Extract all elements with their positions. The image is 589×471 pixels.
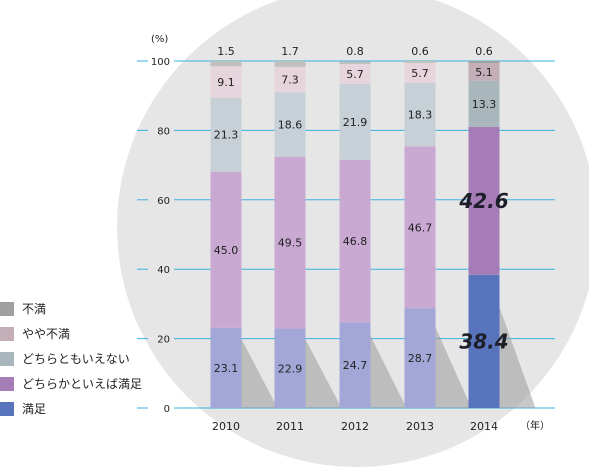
y-tick-label: 20 — [157, 335, 170, 346]
data-label: 23.1 — [214, 362, 239, 375]
bar-segment — [404, 146, 436, 309]
bar-segment — [274, 61, 306, 67]
data-label: 46.7 — [408, 221, 433, 234]
bar-segment — [210, 327, 242, 408]
bar-segment — [468, 63, 500, 81]
data-label: 13.3 — [472, 98, 497, 111]
data-label: 18.3 — [408, 109, 433, 122]
x-tick-label: 2010 — [212, 420, 240, 433]
data-label: 0.6 — [475, 45, 493, 58]
data-label: 7.3 — [281, 74, 299, 87]
legend-swatch — [0, 376, 14, 391]
y-tick-label: 0 — [164, 404, 170, 415]
bar-segment — [404, 308, 436, 408]
data-label: 5.1 — [475, 66, 493, 79]
bar-segment — [468, 126, 500, 275]
legend: 不満やや不満どちらともいえない どちらかといえば満足 満足 — [0, 296, 142, 421]
bar-segment — [339, 159, 371, 323]
bar-segment — [468, 274, 500, 408]
legend-label: 満足 — [22, 402, 47, 416]
x-tick-label: 2013 — [406, 420, 434, 433]
x-tick-label: 2011 — [276, 420, 304, 433]
legend-swatch — [0, 401, 14, 416]
bar-segment — [210, 171, 242, 328]
y-tick-label: 100 — [151, 57, 170, 68]
legend-item: やや不満 — [0, 321, 142, 346]
data-label: 22.9 — [278, 362, 303, 375]
bar-shadow — [241, 339, 278, 408]
bar-shadow — [370, 335, 407, 408]
data-label: 28.7 — [408, 352, 433, 365]
legend-swatch — [0, 351, 14, 366]
legend-label: やや不満 — [22, 327, 71, 341]
bar-segment — [339, 61, 371, 65]
legend-item: どちらともいえない — [0, 346, 142, 371]
legend-swatch — [0, 326, 14, 341]
y-tick-label: 80 — [157, 126, 170, 137]
bar-segment — [339, 83, 371, 160]
bar-segment — [274, 328, 306, 408]
unit-label: (%) — [151, 34, 168, 45]
bar-shadow — [499, 307, 536, 408]
data-label: 21.3 — [214, 129, 239, 142]
data-label: 45.0 — [214, 244, 239, 257]
legend-item: 不満 — [0, 296, 142, 321]
data-label: 24.7 — [343, 359, 368, 372]
bar-segment — [274, 66, 306, 93]
data-label: 5.7 — [346, 68, 364, 81]
x-tick-label: 2012 — [341, 420, 369, 433]
data-label: 5.7 — [411, 67, 429, 80]
x-tick-label: 2014 — [470, 420, 498, 433]
bar-segment — [468, 61, 500, 64]
legend-item: 満足 — [0, 396, 142, 421]
legend-label: 不満 — [22, 302, 47, 316]
legend-label: どちらともいえない — [22, 352, 130, 366]
data-label: 21.9 — [343, 116, 368, 129]
data-label: 46.8 — [343, 235, 368, 248]
bar-segment — [274, 156, 306, 329]
bar-segment — [404, 63, 436, 83]
bar-segment — [210, 97, 242, 172]
legend-label: どちらかといえば満足 — [22, 377, 143, 391]
bar-shadow — [435, 327, 472, 408]
bar-segment — [274, 92, 306, 157]
bar-segment — [210, 66, 242, 98]
data-label: 38.4 — [459, 329, 508, 353]
legend-swatch — [0, 301, 14, 316]
data-label: 49.5 — [278, 237, 303, 250]
data-label: 1.7 — [281, 45, 299, 58]
bar-segment — [210, 61, 242, 67]
bar-shadow — [305, 339, 342, 408]
y-tick-label: 60 — [157, 196, 170, 207]
data-label: 9.1 — [217, 76, 235, 89]
bar-segment — [468, 80, 500, 127]
bar-segment — [404, 61, 436, 64]
data-label: 1.5 — [217, 45, 235, 58]
bar-segment — [404, 82, 436, 147]
x-unit-label: （年） — [520, 419, 550, 432]
bar-segment — [339, 64, 371, 84]
data-label: 0.8 — [346, 45, 364, 58]
data-label: 18.6 — [278, 119, 303, 132]
y-tick-label: 40 — [157, 265, 170, 276]
data-label: 0.6 — [411, 45, 429, 58]
data-label: 42.6 — [458, 189, 508, 213]
bar-segment — [339, 322, 371, 408]
legend-item: どちらかといえば満足 — [0, 371, 142, 396]
